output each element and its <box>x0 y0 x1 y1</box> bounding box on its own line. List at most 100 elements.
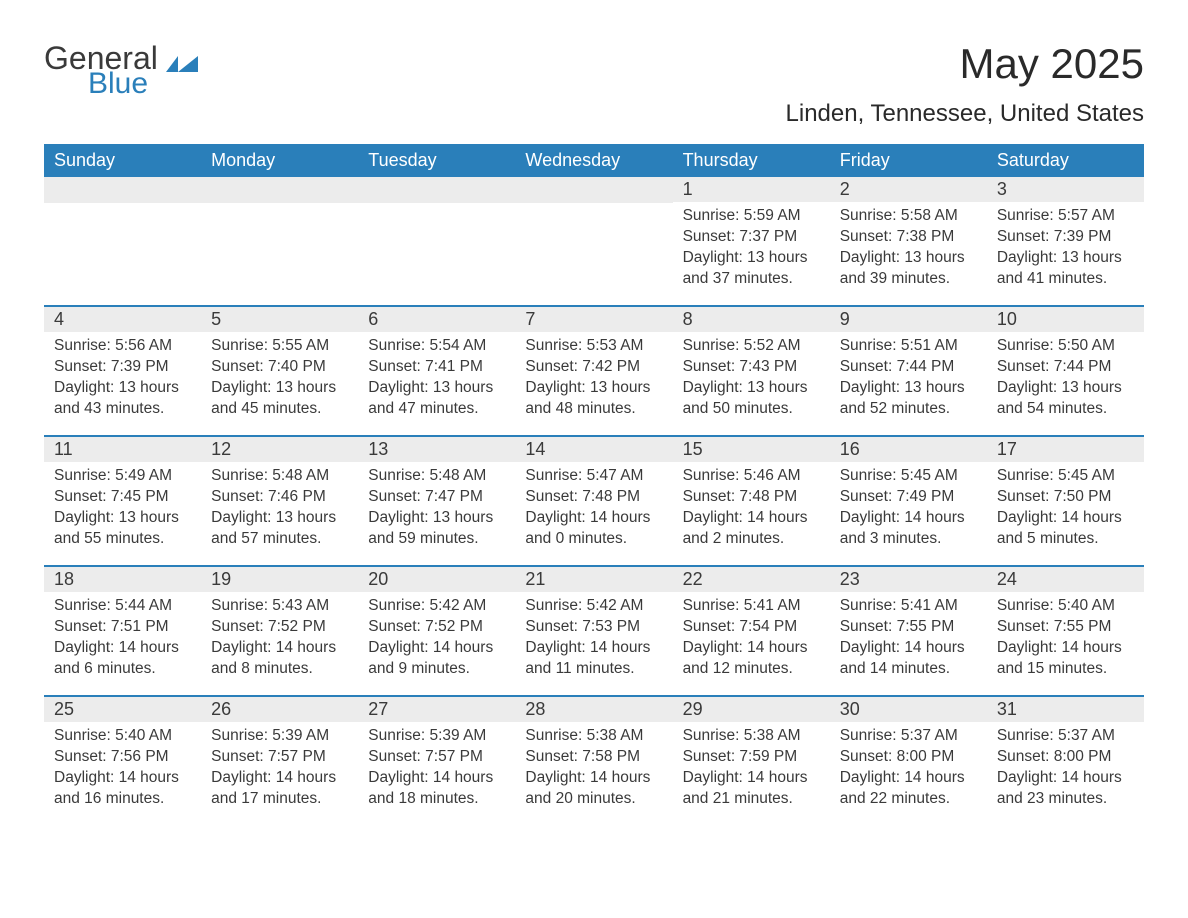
day-cell: 15Sunrise: 5:46 AMSunset: 7:48 PMDayligh… <box>673 437 830 565</box>
day-cell: 20Sunrise: 5:42 AMSunset: 7:52 PMDayligh… <box>358 567 515 695</box>
daylight-text: Daylight: 13 hours and 37 minutes. <box>683 248 820 290</box>
daylight-text: Daylight: 13 hours and 47 minutes. <box>368 378 505 420</box>
day-cell: 27Sunrise: 5:39 AMSunset: 7:57 PMDayligh… <box>358 697 515 825</box>
sunrise-text: Sunrise: 5:45 AM <box>997 466 1134 487</box>
sunrise-text: Sunrise: 5:52 AM <box>683 336 820 357</box>
day-cell: 18Sunrise: 5:44 AMSunset: 7:51 PMDayligh… <box>44 567 201 695</box>
day-header-mon: Monday <box>201 144 358 177</box>
sunrise-text: Sunrise: 5:44 AM <box>54 596 191 617</box>
sunset-text: Sunset: 7:59 PM <box>683 747 820 768</box>
sunrise-text: Sunrise: 5:41 AM <box>840 596 977 617</box>
location-text: Linden, Tennessee, United States <box>786 100 1144 128</box>
day-body: Sunrise: 5:52 AMSunset: 7:43 PMDaylight:… <box>673 332 830 420</box>
weeks-container: 1Sunrise: 5:59 AMSunset: 7:37 PMDaylight… <box>44 177 1144 825</box>
daylight-text: Daylight: 14 hours and 14 minutes. <box>840 638 977 680</box>
week-row: 1Sunrise: 5:59 AMSunset: 7:37 PMDaylight… <box>44 177 1144 305</box>
day-body: Sunrise: 5:42 AMSunset: 7:53 PMDaylight:… <box>515 592 672 680</box>
day-number: 5 <box>201 307 358 332</box>
sunset-text: Sunset: 7:53 PM <box>525 617 662 638</box>
sunset-text: Sunset: 7:38 PM <box>840 227 977 248</box>
sunset-text: Sunset: 7:37 PM <box>683 227 820 248</box>
day-cell: 31Sunrise: 5:37 AMSunset: 8:00 PMDayligh… <box>987 697 1144 825</box>
sunset-text: Sunset: 7:55 PM <box>840 617 977 638</box>
day-number: 10 <box>987 307 1144 332</box>
month-title: May 2025 <box>786 40 1144 88</box>
daylight-text: Daylight: 13 hours and 57 minutes. <box>211 508 348 550</box>
sunset-text: Sunset: 7:47 PM <box>368 487 505 508</box>
day-body: Sunrise: 5:59 AMSunset: 7:37 PMDaylight:… <box>673 202 830 290</box>
sunrise-text: Sunrise: 5:37 AM <box>840 726 977 747</box>
sunrise-text: Sunrise: 5:51 AM <box>840 336 977 357</box>
day-number: 12 <box>201 437 358 462</box>
day-body: Sunrise: 5:46 AMSunset: 7:48 PMDaylight:… <box>673 462 830 550</box>
day-cell: 2Sunrise: 5:58 AMSunset: 7:38 PMDaylight… <box>830 177 987 305</box>
daylight-text: Daylight: 14 hours and 15 minutes. <box>997 638 1134 680</box>
day-header-tue: Tuesday <box>358 144 515 177</box>
day-body: Sunrise: 5:43 AMSunset: 7:52 PMDaylight:… <box>201 592 358 680</box>
sunrise-text: Sunrise: 5:54 AM <box>368 336 505 357</box>
sunset-text: Sunset: 8:00 PM <box>840 747 977 768</box>
daylight-text: Daylight: 14 hours and 0 minutes. <box>525 508 662 550</box>
sunrise-text: Sunrise: 5:37 AM <box>997 726 1134 747</box>
sunrise-text: Sunrise: 5:40 AM <box>997 596 1134 617</box>
sunset-text: Sunset: 7:48 PM <box>525 487 662 508</box>
daylight-text: Daylight: 14 hours and 23 minutes. <box>997 768 1134 810</box>
day-cell: 13Sunrise: 5:48 AMSunset: 7:47 PMDayligh… <box>358 437 515 565</box>
sunset-text: Sunset: 7:57 PM <box>368 747 505 768</box>
day-body: Sunrise: 5:37 AMSunset: 8:00 PMDaylight:… <box>987 722 1144 810</box>
day-number: 25 <box>44 697 201 722</box>
day-cell: 21Sunrise: 5:42 AMSunset: 7:53 PMDayligh… <box>515 567 672 695</box>
day-number: 16 <box>830 437 987 462</box>
day-cell: 30Sunrise: 5:37 AMSunset: 8:00 PMDayligh… <box>830 697 987 825</box>
day-body: Sunrise: 5:53 AMSunset: 7:42 PMDaylight:… <box>515 332 672 420</box>
title-block: May 2025 Linden, Tennessee, United State… <box>786 40 1144 140</box>
day-cell: 10Sunrise: 5:50 AMSunset: 7:44 PMDayligh… <box>987 307 1144 435</box>
day-cell: 26Sunrise: 5:39 AMSunset: 7:57 PMDayligh… <box>201 697 358 825</box>
empty-day <box>201 177 358 203</box>
sunset-text: Sunset: 7:41 PM <box>368 357 505 378</box>
day-number: 29 <box>673 697 830 722</box>
daylight-text: Daylight: 14 hours and 12 minutes. <box>683 638 820 680</box>
day-number: 11 <box>44 437 201 462</box>
day-body: Sunrise: 5:48 AMSunset: 7:47 PMDaylight:… <box>358 462 515 550</box>
day-cell <box>515 177 672 305</box>
daylight-text: Daylight: 14 hours and 9 minutes. <box>368 638 505 680</box>
day-cell: 11Sunrise: 5:49 AMSunset: 7:45 PMDayligh… <box>44 437 201 565</box>
daylight-text: Daylight: 14 hours and 18 minutes. <box>368 768 505 810</box>
day-number: 7 <box>515 307 672 332</box>
sunset-text: Sunset: 7:58 PM <box>525 747 662 768</box>
day-body: Sunrise: 5:41 AMSunset: 7:55 PMDaylight:… <box>830 592 987 680</box>
sunrise-text: Sunrise: 5:46 AM <box>683 466 820 487</box>
daylight-text: Daylight: 14 hours and 17 minutes. <box>211 768 348 810</box>
day-cell: 1Sunrise: 5:59 AMSunset: 7:37 PMDaylight… <box>673 177 830 305</box>
day-cell: 3Sunrise: 5:57 AMSunset: 7:39 PMDaylight… <box>987 177 1144 305</box>
day-number: 31 <box>987 697 1144 722</box>
daylight-text: Daylight: 14 hours and 3 minutes. <box>840 508 977 550</box>
sunrise-text: Sunrise: 5:41 AM <box>683 596 820 617</box>
daylight-text: Daylight: 14 hours and 21 minutes. <box>683 768 820 810</box>
day-body: Sunrise: 5:39 AMSunset: 7:57 PMDaylight:… <box>201 722 358 810</box>
day-cell <box>201 177 358 305</box>
daylight-text: Daylight: 13 hours and 50 minutes. <box>683 378 820 420</box>
logo-mark-icon <box>166 52 200 77</box>
week-row: 4Sunrise: 5:56 AMSunset: 7:39 PMDaylight… <box>44 305 1144 435</box>
day-body: Sunrise: 5:48 AMSunset: 7:46 PMDaylight:… <box>201 462 358 550</box>
sunrise-text: Sunrise: 5:43 AM <box>211 596 348 617</box>
day-number: 13 <box>358 437 515 462</box>
day-number: 3 <box>987 177 1144 202</box>
sunset-text: Sunset: 7:42 PM <box>525 357 662 378</box>
day-body: Sunrise: 5:44 AMSunset: 7:51 PMDaylight:… <box>44 592 201 680</box>
sunrise-text: Sunrise: 5:39 AM <box>368 726 505 747</box>
sunset-text: Sunset: 7:48 PM <box>683 487 820 508</box>
day-number: 6 <box>358 307 515 332</box>
day-cell: 16Sunrise: 5:45 AMSunset: 7:49 PMDayligh… <box>830 437 987 565</box>
day-cell: 4Sunrise: 5:56 AMSunset: 7:39 PMDaylight… <box>44 307 201 435</box>
daylight-text: Daylight: 13 hours and 48 minutes. <box>525 378 662 420</box>
empty-day <box>44 177 201 203</box>
day-number: 1 <box>673 177 830 202</box>
sunset-text: Sunset: 7:46 PM <box>211 487 348 508</box>
day-cell: 7Sunrise: 5:53 AMSunset: 7:42 PMDaylight… <box>515 307 672 435</box>
sunset-text: Sunset: 7:49 PM <box>840 487 977 508</box>
day-number: 18 <box>44 567 201 592</box>
day-body: Sunrise: 5:50 AMSunset: 7:44 PMDaylight:… <box>987 332 1144 420</box>
